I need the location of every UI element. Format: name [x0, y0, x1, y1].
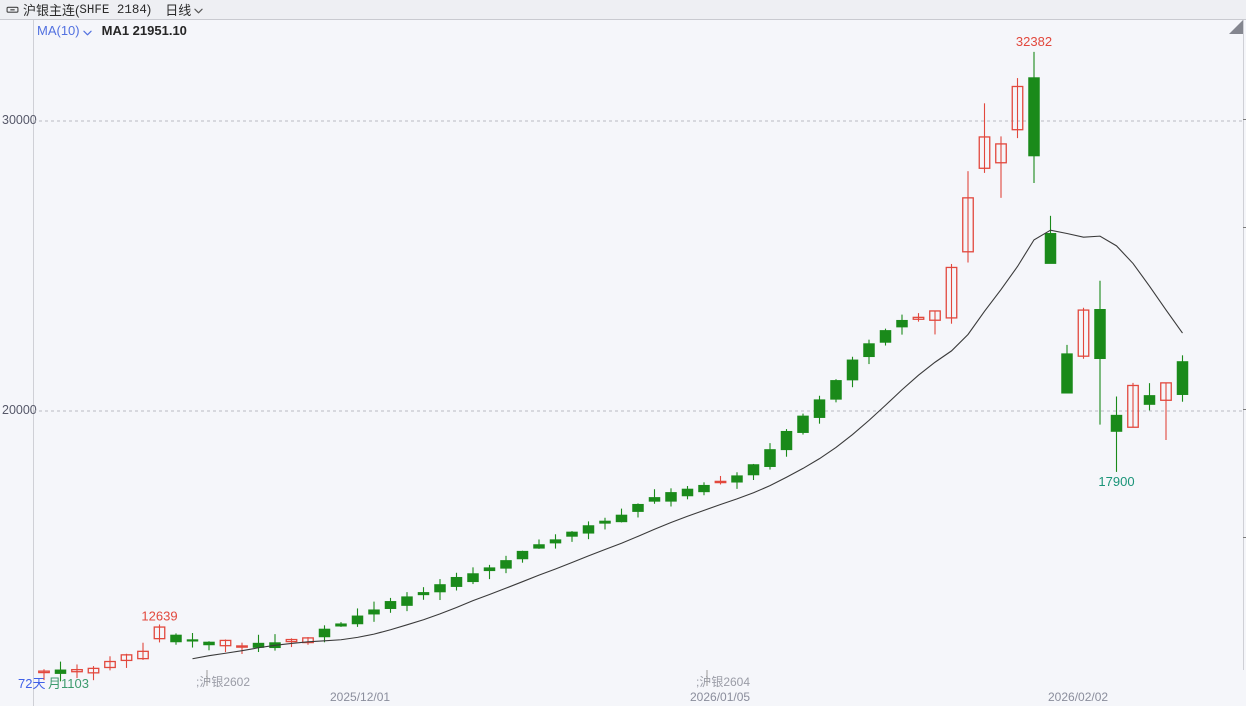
svg-text:12639: 12639 [141, 609, 177, 624]
svg-text:32382: 32382 [1016, 34, 1052, 49]
svg-text:17900: 17900 [1098, 474, 1134, 489]
